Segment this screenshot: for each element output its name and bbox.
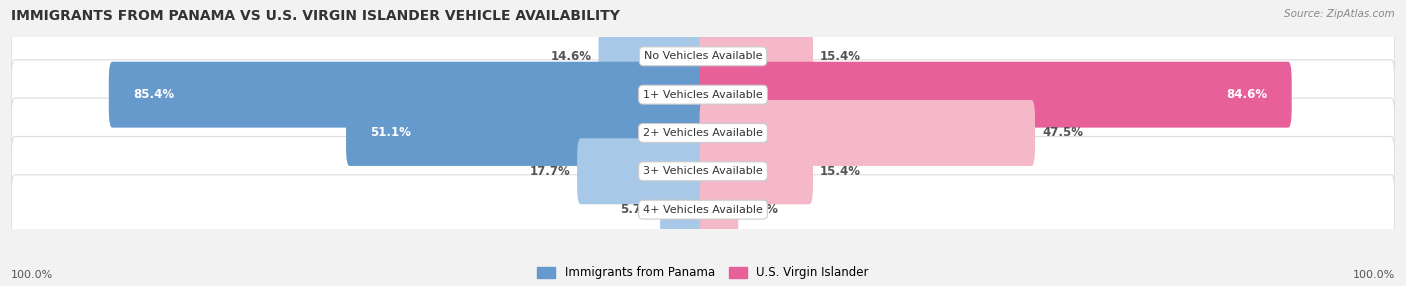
Text: 3+ Vehicles Available: 3+ Vehicles Available <box>643 166 763 176</box>
FancyBboxPatch shape <box>11 136 1395 206</box>
Text: No Vehicles Available: No Vehicles Available <box>644 51 762 61</box>
FancyBboxPatch shape <box>346 100 706 166</box>
FancyBboxPatch shape <box>576 138 706 204</box>
FancyBboxPatch shape <box>700 138 813 204</box>
FancyBboxPatch shape <box>11 175 1395 245</box>
Text: 17.7%: 17.7% <box>530 165 571 178</box>
Text: 15.4%: 15.4% <box>820 165 860 178</box>
Text: 15.4%: 15.4% <box>820 50 860 63</box>
FancyBboxPatch shape <box>700 23 813 89</box>
Text: IMMIGRANTS FROM PANAMA VS U.S. VIRGIN ISLANDER VEHICLE AVAILABILITY: IMMIGRANTS FROM PANAMA VS U.S. VIRGIN IS… <box>11 9 620 23</box>
FancyBboxPatch shape <box>700 177 738 243</box>
Text: 100.0%: 100.0% <box>11 270 53 280</box>
FancyBboxPatch shape <box>108 62 706 128</box>
Text: 5.7%: 5.7% <box>620 203 654 216</box>
Text: 4+ Vehicles Available: 4+ Vehicles Available <box>643 205 763 214</box>
FancyBboxPatch shape <box>700 62 1292 128</box>
Text: 4.6%: 4.6% <box>745 203 778 216</box>
Text: 2+ Vehicles Available: 2+ Vehicles Available <box>643 128 763 138</box>
Text: 85.4%: 85.4% <box>134 88 174 101</box>
Text: 100.0%: 100.0% <box>1353 270 1395 280</box>
Text: 51.1%: 51.1% <box>370 126 411 140</box>
Text: 1+ Vehicles Available: 1+ Vehicles Available <box>643 90 763 100</box>
Legend: Immigrants from Panama, U.S. Virgin Islander: Immigrants from Panama, U.S. Virgin Isla… <box>533 262 873 284</box>
Text: 47.5%: 47.5% <box>1042 126 1083 140</box>
FancyBboxPatch shape <box>659 177 706 243</box>
FancyBboxPatch shape <box>700 100 1035 166</box>
FancyBboxPatch shape <box>11 98 1395 168</box>
FancyBboxPatch shape <box>11 21 1395 91</box>
Text: 84.6%: 84.6% <box>1226 88 1267 101</box>
FancyBboxPatch shape <box>11 60 1395 130</box>
Text: Source: ZipAtlas.com: Source: ZipAtlas.com <box>1284 9 1395 19</box>
Text: 14.6%: 14.6% <box>551 50 592 63</box>
FancyBboxPatch shape <box>599 23 706 89</box>
